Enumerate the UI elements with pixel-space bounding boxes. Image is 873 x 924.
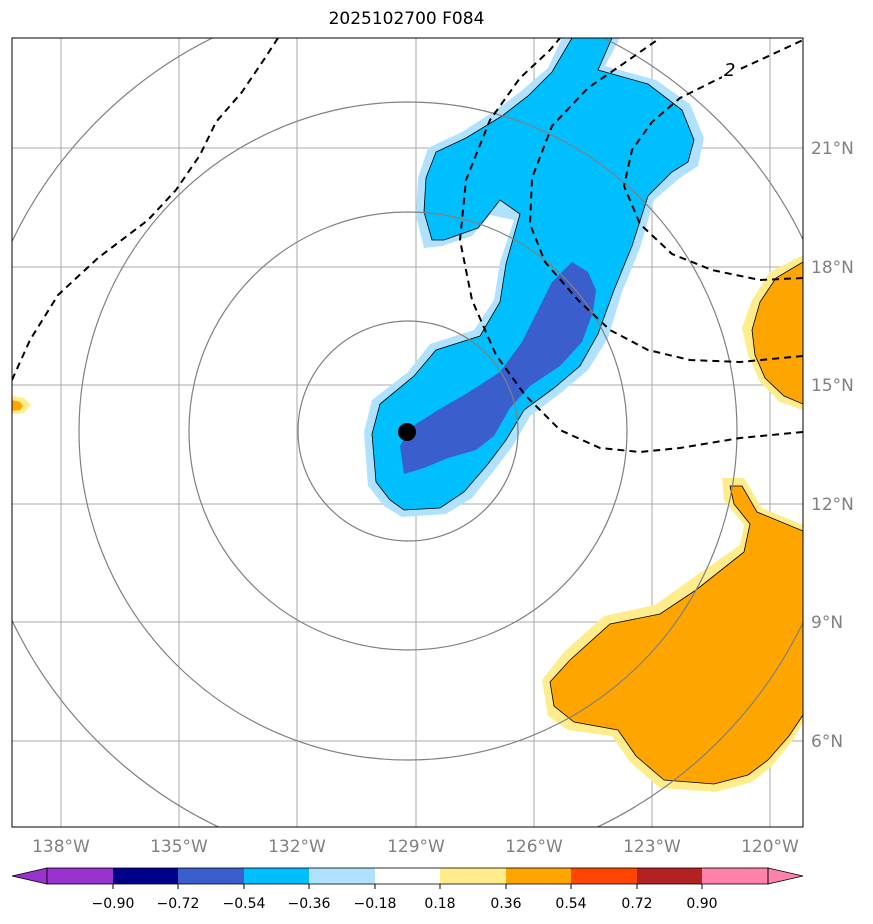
storm-center-marker (398, 423, 416, 441)
colorbar-frame (46, 867, 769, 885)
lon-label: 129°W (387, 837, 445, 857)
colorbar-segment (440, 868, 506, 884)
range-ring-2 (188, 211, 628, 651)
map-title: 2025102700 F084 (328, 9, 485, 29)
colorbar-segment (244, 868, 309, 884)
colorbar-extend-high (767, 867, 804, 885)
lat-label: 21°N (811, 139, 854, 159)
lon-label: 120°W (741, 837, 799, 857)
lon-label: 126°W (505, 837, 563, 857)
range-ring-1 (297, 320, 519, 542)
negative-anomaly (364, 38, 704, 517)
colorbar-segment (309, 868, 375, 884)
colorbar-segment (178, 868, 244, 884)
colorbar-label: −0.18 (354, 896, 397, 912)
lat-label: 6°N (811, 732, 843, 752)
colorbar-segment (47, 868, 113, 884)
contour-west (12, 38, 279, 381)
lon-label: 132°W (268, 837, 326, 857)
lat-label: 12°N (811, 495, 854, 515)
latitude-labels: 21°N 18°N 15°N 12°N 9°N 6°N (811, 139, 854, 752)
contour-label: 2 (724, 60, 735, 81)
colorbar-segment (637, 868, 702, 884)
colorbar-segment (375, 868, 440, 884)
colorbar-extend-low (11, 867, 48, 885)
lat-label: 15°N (811, 376, 854, 396)
colorbar-segment (571, 868, 637, 884)
lat-label: 9°N (811, 613, 843, 633)
colorbar-label: −0.72 (157, 896, 200, 912)
contour-mid (528, 38, 803, 364)
colorbar-label: 0.54 (555, 896, 586, 912)
colorbar-ticks (112, 884, 703, 889)
range-rings (12, 38, 803, 827)
colorbar-label: 0.90 (686, 896, 717, 912)
contour-label-bg (722, 59, 740, 79)
colorbar-segment (506, 868, 571, 884)
positive-anomaly-southeast (542, 478, 803, 792)
colorbar-label: −0.54 (223, 896, 266, 912)
lat-label: 18°N (811, 258, 854, 278)
colorbar-label: −0.36 (288, 896, 331, 912)
positive-anomaly-west-edge (12, 396, 31, 414)
colorbar-labels: −0.90 −0.72 −0.54 −0.36 −0.18 0.18 0.36 … (92, 896, 718, 912)
range-ring-3 (78, 101, 738, 761)
lon-label: 135°W (150, 837, 208, 857)
positive-anomaly-east (742, 255, 803, 410)
map-area (12, 38, 803, 827)
colorbar-segment (702, 868, 768, 884)
colorbar-label: 0.36 (490, 896, 521, 912)
colorbar-segment (113, 868, 178, 884)
lon-label: 123°W (623, 837, 681, 857)
colorbar-label: 0.18 (424, 896, 455, 912)
contour-south (458, 38, 803, 454)
longitude-labels: 138°W 135°W 132°W 129°W 126°W 123°W 120°… (32, 837, 799, 857)
colorbar-label: 0.72 (621, 896, 652, 912)
lon-label: 138°W (32, 837, 90, 857)
colorbar-label: −0.90 (92, 896, 135, 912)
colorbar: −0.90 −0.72 −0.54 −0.36 −0.18 0.18 0.36 … (11, 867, 804, 912)
map-frame (11, 37, 804, 828)
